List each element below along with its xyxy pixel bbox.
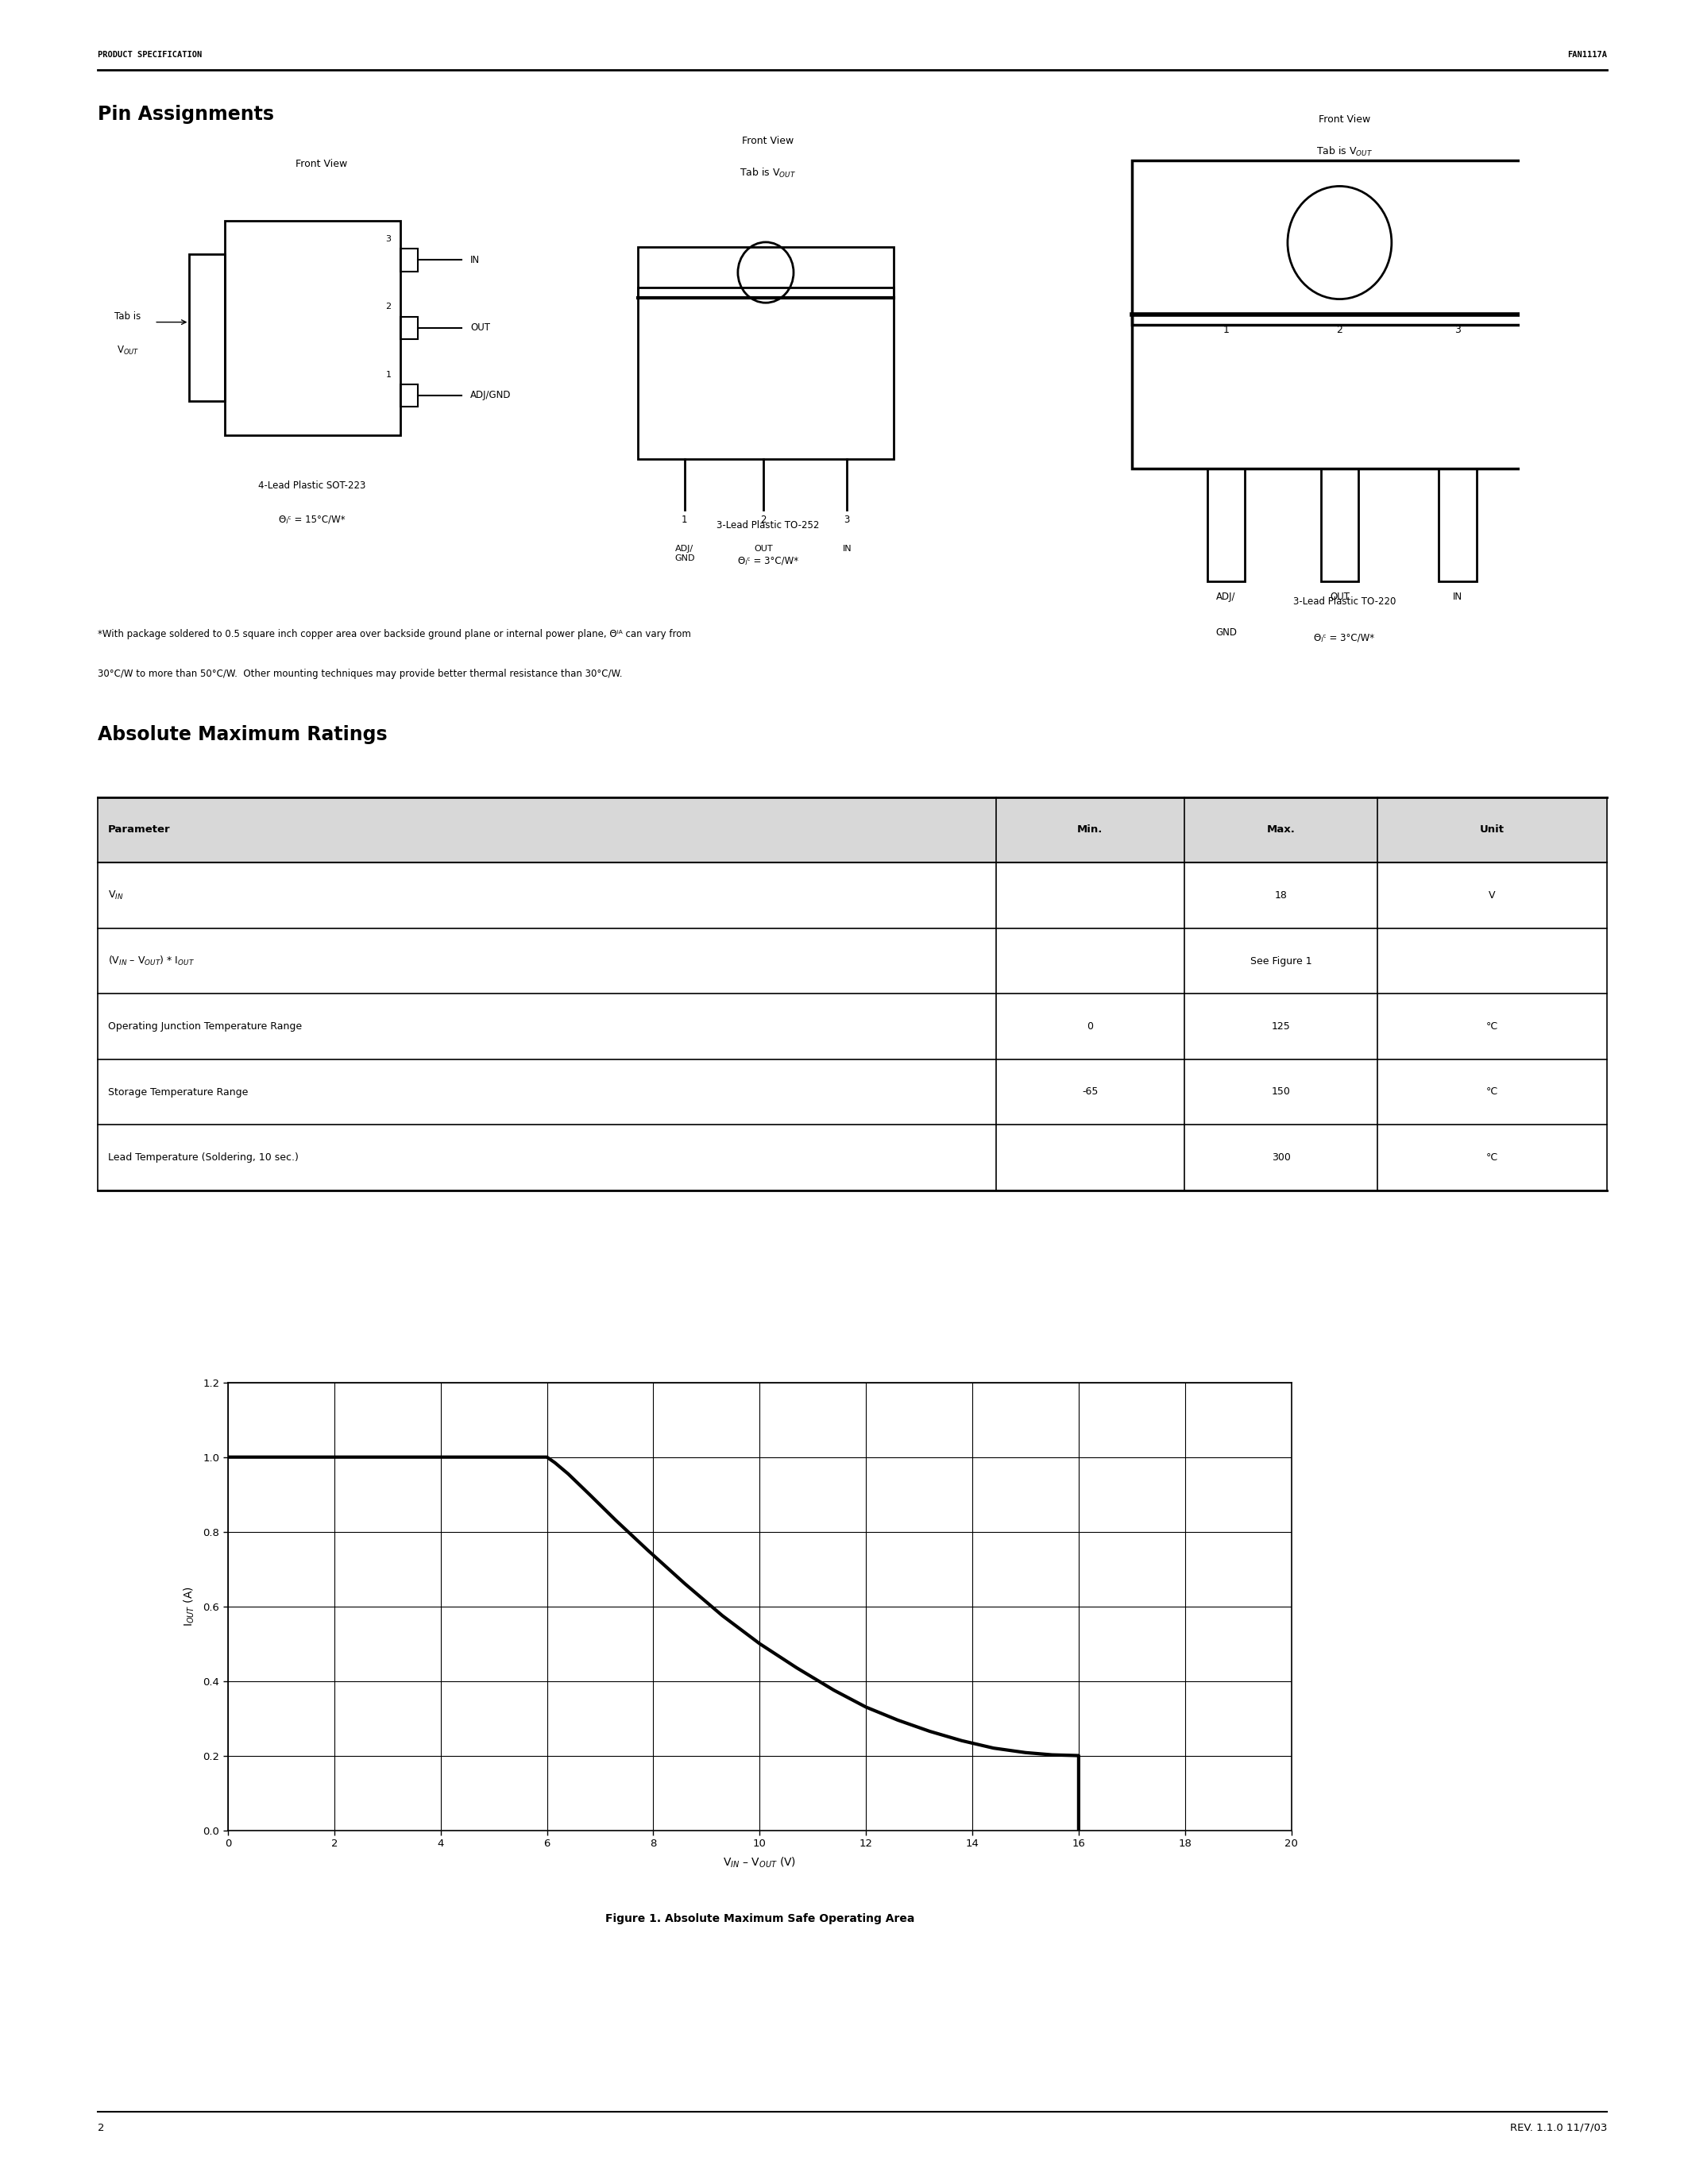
Text: Max.: Max. [1266, 826, 1295, 834]
Text: °C: °C [1485, 1153, 1499, 1162]
Bar [1320, 470, 1359, 581]
Text: 2: 2 [385, 304, 392, 310]
Text: OUT: OUT [471, 323, 490, 332]
Text: IN: IN [471, 256, 479, 264]
Bar [1207, 470, 1246, 581]
Text: 30°C/W to more than 50°C/W.  Other mounting techniques may provide better therma: 30°C/W to more than 50°C/W. Other mounti… [98, 668, 623, 679]
Text: 300: 300 [1271, 1153, 1291, 1162]
Text: *With package soldered to 0.5 square inch copper area over backside ground plane: *With package soldered to 0.5 square inc… [98, 629, 690, 640]
Text: °C: °C [1485, 1088, 1499, 1096]
Bar [1131, 162, 1548, 325]
Bar [400, 249, 417, 271]
Y-axis label: I$_{OUT}$ (A): I$_{OUT}$ (A) [182, 1586, 196, 1627]
Text: 2: 2 [1337, 325, 1342, 334]
Bar [225, 221, 400, 435]
Text: Front View: Front View [743, 135, 793, 146]
Text: GND: GND [1215, 627, 1237, 638]
Text: Θⱼᶜ = 3°C/W*: Θⱼᶜ = 3°C/W* [738, 555, 798, 566]
Text: 0: 0 [1087, 1022, 1094, 1031]
Text: ADJ/
GND: ADJ/ GND [675, 546, 695, 561]
Text: 4-Lead Plastic SOT-223: 4-Lead Plastic SOT-223 [258, 480, 366, 491]
Text: IN: IN [842, 546, 851, 553]
Text: Unit: Unit [1480, 826, 1504, 834]
Bar [1438, 470, 1477, 581]
Text: See Figure 1: See Figure 1 [1251, 957, 1312, 965]
Text: V: V [1489, 891, 1496, 900]
Text: 3: 3 [1455, 325, 1460, 334]
Text: 1: 1 [387, 371, 392, 378]
Text: 18: 18 [1274, 891, 1288, 900]
Bar [1131, 314, 1548, 470]
Text: 2: 2 [98, 2123, 105, 2134]
Text: Tab is V$_{OUT}$: Tab is V$_{OUT}$ [1317, 144, 1372, 157]
Text: ADJ/: ADJ/ [1217, 592, 1236, 603]
Text: OUT: OUT [755, 546, 773, 553]
Text: V$_{IN}$: V$_{IN}$ [108, 889, 123, 902]
Text: Figure 1. Absolute Maximum Safe Operating Area: Figure 1. Absolute Maximum Safe Operatin… [604, 1913, 915, 1924]
Text: Parameter: Parameter [108, 826, 170, 834]
Bar [638, 247, 893, 297]
Text: 3-Lead Plastic TO-252: 3-Lead Plastic TO-252 [717, 520, 819, 531]
Text: 125: 125 [1271, 1022, 1290, 1031]
Bar [638, 288, 893, 459]
Text: Tab is V$_{OUT}$: Tab is V$_{OUT}$ [739, 166, 797, 179]
Text: Tab is: Tab is [115, 312, 142, 321]
Text: Min.: Min. [1077, 826, 1102, 834]
Text: Operating Junction Temperature Range: Operating Junction Temperature Range [108, 1022, 302, 1031]
Text: OUT: OUT [1330, 592, 1349, 603]
Text: 2: 2 [760, 515, 766, 524]
Text: FAN1117A: FAN1117A [1566, 50, 1607, 59]
Text: Θⱼᶜ = 15°C/W*: Θⱼᶜ = 15°C/W* [279, 513, 346, 524]
Text: 3: 3 [387, 236, 392, 242]
Text: Θⱼᶜ = 3°C/W*: Θⱼᶜ = 3°C/W* [1313, 633, 1374, 642]
Bar [98, 797, 1607, 863]
Bar [400, 384, 417, 406]
Text: REV. 1.1.0 11/7/03: REV. 1.1.0 11/7/03 [1509, 2123, 1607, 2134]
Text: Pin Assignments: Pin Assignments [98, 105, 273, 124]
Bar [189, 256, 225, 402]
Text: °C: °C [1485, 1022, 1499, 1031]
Text: Front View: Front View [295, 159, 348, 168]
Text: V$_{OUT}$: V$_{OUT}$ [116, 345, 138, 356]
Text: Front View: Front View [1318, 114, 1371, 124]
Text: ADJ/GND: ADJ/GND [471, 391, 511, 400]
Text: IN: IN [1453, 592, 1462, 603]
Text: 150: 150 [1271, 1088, 1291, 1096]
X-axis label: V$_{IN}$ – V$_{OUT}$ (V): V$_{IN}$ – V$_{OUT}$ (V) [722, 1856, 797, 1870]
Text: (V$_{IN}$ – V$_{OUT}$) * I$_{OUT}$: (V$_{IN}$ – V$_{OUT}$) * I$_{OUT}$ [108, 954, 194, 968]
Text: PRODUCT SPECIFICATION: PRODUCT SPECIFICATION [98, 50, 203, 59]
Text: 3-Lead Plastic TO-220: 3-Lead Plastic TO-220 [1293, 596, 1396, 607]
Text: 1: 1 [682, 515, 687, 524]
Text: Absolute Maximum Ratings: Absolute Maximum Ratings [98, 725, 388, 745]
Text: Lead Temperature (Soldering, 10 sec.): Lead Temperature (Soldering, 10 sec.) [108, 1153, 299, 1162]
Text: 3: 3 [844, 515, 849, 524]
Bar [400, 317, 417, 339]
Text: -65: -65 [1082, 1088, 1099, 1096]
Text: Storage Temperature Range: Storage Temperature Range [108, 1088, 248, 1096]
Text: 1: 1 [1224, 325, 1229, 334]
